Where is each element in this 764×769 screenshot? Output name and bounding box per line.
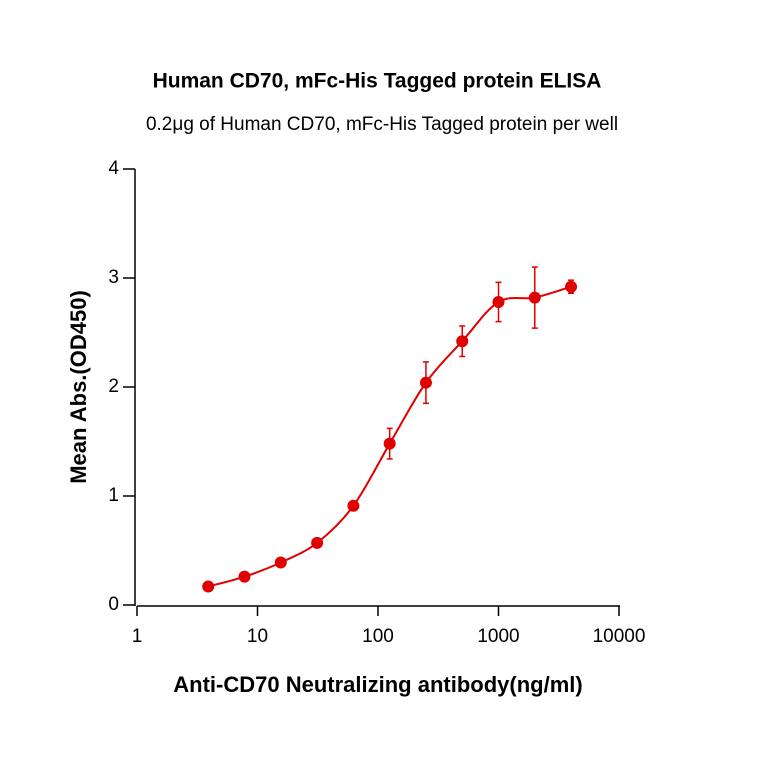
y-axis-label: Mean Abs.(OD450) — [66, 290, 91, 484]
data-point — [419, 376, 432, 389]
chart-subtitle: 0.2μg of Human CD70, mFc-His Tagged prot… — [146, 114, 618, 135]
y-tick-label: 0 — [108, 594, 119, 615]
x-tick-label: 1000 — [477, 626, 519, 647]
x-tick-label: 1 — [132, 626, 143, 647]
data-point — [383, 437, 396, 450]
x-tick-label: 100 — [362, 626, 394, 647]
data-point — [492, 295, 505, 308]
data-point — [202, 580, 215, 593]
data-point — [456, 335, 469, 348]
y-tick-label: 2 — [108, 376, 119, 397]
x-axis-label: Anti-CD70 Neutralizing antibody(ng/ml) — [173, 672, 582, 697]
chart-title: Human CD70, mFc-His Tagged protein ELISA — [153, 70, 602, 93]
data-point — [238, 570, 251, 583]
x-tick-label: 10 — [247, 626, 268, 647]
y-tick-label: 4 — [108, 158, 119, 179]
data-point — [565, 280, 578, 293]
data-point — [347, 499, 360, 512]
data-point — [311, 536, 324, 549]
data-point — [274, 556, 287, 569]
data-point — [528, 291, 541, 304]
y-tick-label: 1 — [108, 485, 119, 506]
x-tick-label: 10000 — [593, 626, 646, 647]
y-tick-label: 3 — [108, 267, 119, 288]
